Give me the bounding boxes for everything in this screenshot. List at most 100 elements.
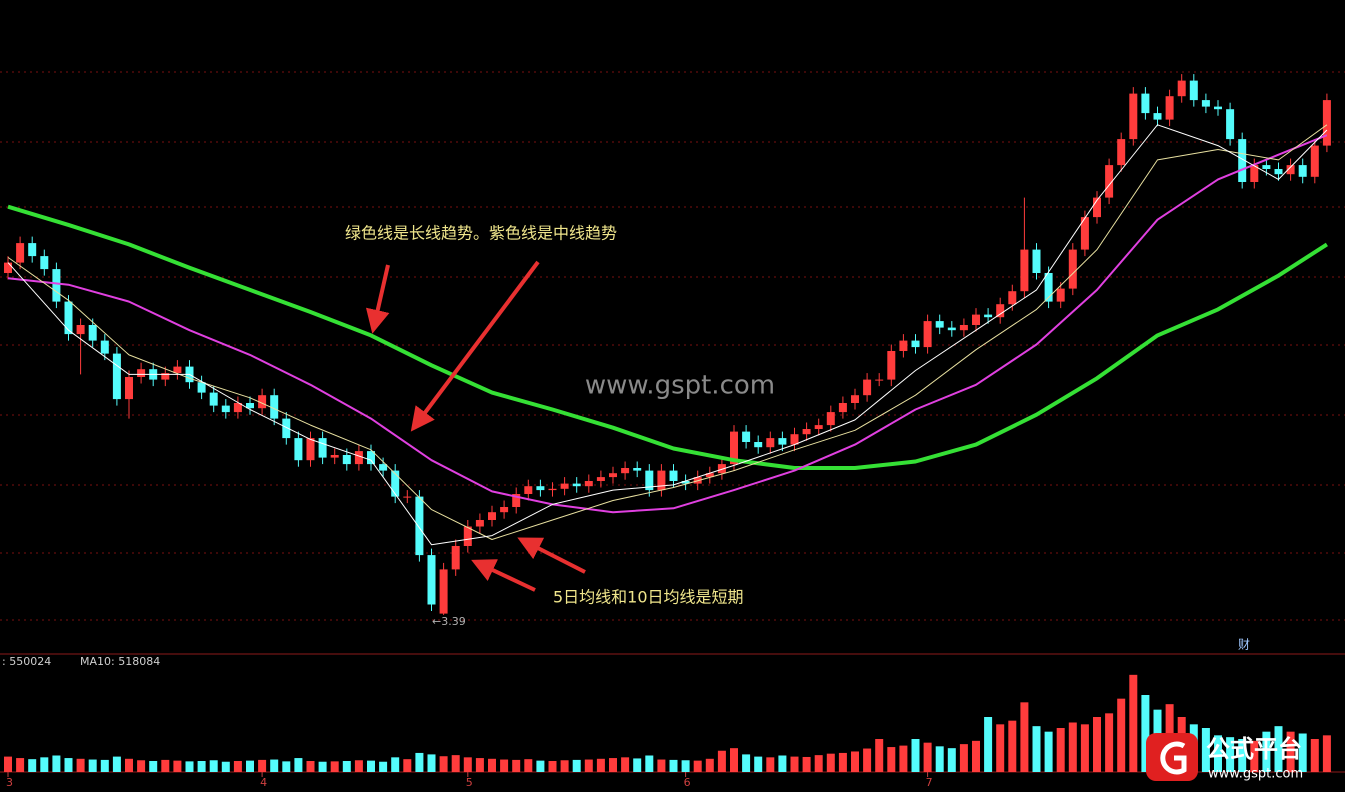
volume-bar [125,758,133,772]
candle-body [209,392,218,406]
volume-bar [802,756,811,772]
candle-body [730,431,738,465]
candle-body [1020,249,1029,292]
candle-body [923,321,932,348]
candle-body [596,477,605,481]
volume-bar [1093,717,1101,772]
x-tick-label: 4 [260,776,267,789]
volume-bar [330,761,339,772]
candle-body [1080,217,1089,250]
candle-body [100,340,109,354]
candle-body [137,369,146,377]
volume-bar [1056,728,1065,772]
candle-body [1201,100,1210,107]
candle-body [548,488,557,491]
candle-body [766,438,775,448]
volume-bar [488,758,496,772]
candle-body [4,262,12,273]
candle-body [959,325,968,331]
candle-body [488,512,496,520]
vol-ma5: : 550024 [2,655,51,668]
candle-body [258,395,267,409]
arrows [365,260,586,592]
candle-body [76,325,85,335]
x-tick-label: 6 [684,776,691,789]
volume-bar [64,758,73,772]
volume-bar [572,759,581,772]
low-label: ←3.39 [432,615,466,628]
volume-bar [415,752,424,772]
ma-line [7,204,1328,470]
volume-bar [838,752,847,772]
candle-body [16,243,25,263]
candle-body [826,412,835,426]
volume-bar [887,747,896,772]
volume-bar [270,759,279,772]
volume-bar [996,724,1005,772]
candle-body [621,468,630,474]
short-note: 5日均线和10日均线是短期 [553,588,744,607]
logo: 公式平台 www.gspt.com [1146,733,1303,782]
volume-bar [209,760,218,772]
volume-bar [1226,737,1235,772]
candle-body [609,473,617,478]
candle-body [1250,165,1259,182]
volume-bar [40,757,49,772]
volume-bar [1032,726,1041,772]
volume-bar [609,758,617,772]
volume-bar [1008,720,1017,772]
volume-bar [379,761,388,772]
vol-ma10: MA10: 518084 [80,655,160,668]
volume-bar [318,761,327,772]
volume-bar [1201,728,1210,772]
candle-body [754,442,763,448]
candle-body [536,486,545,491]
volume-bar [221,761,230,772]
candle-body [28,243,37,257]
volume-bar [342,761,351,772]
candle-body [984,314,993,318]
candle-body [64,301,73,335]
volume-bar [742,754,751,772]
x-tick-label: 7 [926,776,933,789]
candle-body [1238,139,1247,182]
volume-bar [451,755,460,772]
candle-body [379,464,388,471]
volume-bar [197,761,206,772]
candle-body [1274,169,1283,175]
volume-bar [959,744,968,772]
candle-body [403,496,412,498]
candle-body [887,351,896,380]
volume-bar [524,759,533,772]
volume-bar [790,756,799,772]
volume-bar [911,739,920,772]
volume-bar [16,758,25,772]
candle-body [246,403,254,409]
candle-body [584,481,593,487]
candle-body [1286,165,1295,175]
volume-bar [1080,724,1089,772]
candle-body [935,321,944,328]
watermark: www.gspt.com [585,371,775,401]
candle-body [1310,145,1319,177]
volume-bar [1020,702,1029,772]
volume-bar [1298,733,1307,772]
candle-body [1093,197,1101,218]
volume-bar [851,751,859,772]
volume-bar [354,760,363,772]
candle-body [161,373,170,380]
volume-bar [52,755,61,772]
volume-bar [633,758,642,772]
candle-body [451,546,460,570]
candle-body [899,340,908,351]
volume-bar [427,754,436,772]
volume-bar [717,750,726,772]
volume-bar [282,761,291,772]
candle-body [1189,80,1198,101]
candle-body [996,304,1005,318]
candle-body [1322,100,1331,146]
volume-bar [935,746,944,772]
candle-body [125,377,133,400]
volume-bar [112,756,121,772]
candle-body [512,494,521,507]
